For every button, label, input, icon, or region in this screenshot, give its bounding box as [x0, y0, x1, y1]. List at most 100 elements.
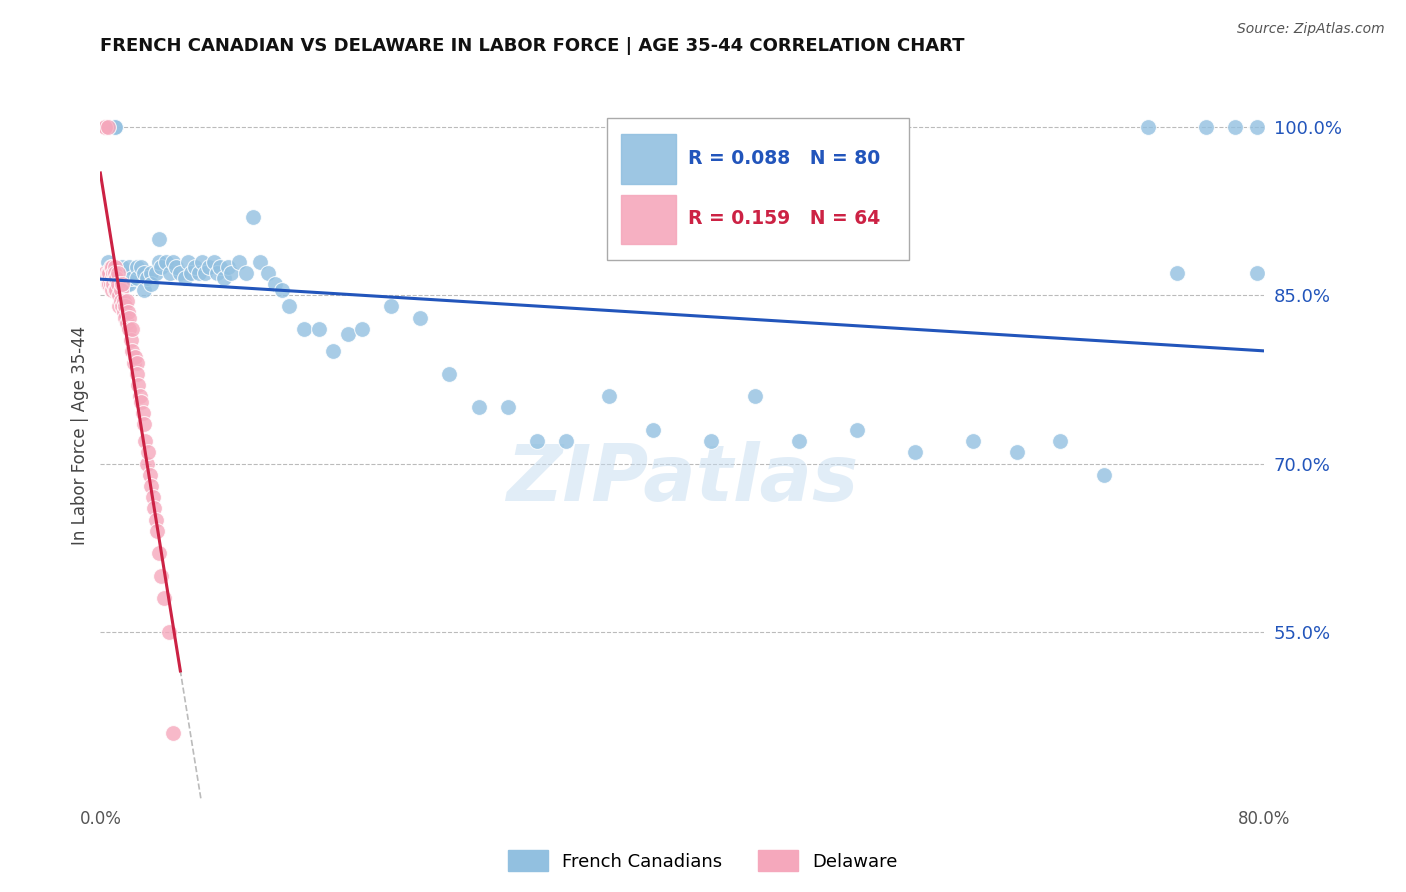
Point: [93, 120, 115, 134]
Point: [526, 434, 548, 448]
Point: [105, 271, 128, 285]
Point: [101, 283, 124, 297]
Point: [496, 401, 519, 415]
Point: [103, 266, 125, 280]
Point: [125, 355, 148, 369]
Point: [409, 310, 432, 325]
Point: [1246, 120, 1268, 134]
Point: [101, 271, 124, 285]
Point: [98, 277, 121, 291]
Point: [125, 367, 148, 381]
Point: [148, 546, 170, 560]
Point: [145, 513, 167, 527]
Point: [157, 624, 180, 639]
Point: [124, 350, 146, 364]
Point: [114, 310, 136, 325]
Point: [184, 260, 207, 274]
Point: [145, 266, 167, 280]
Point: [125, 260, 148, 274]
Point: [1246, 266, 1268, 280]
Point: [118, 260, 141, 274]
Point: [143, 501, 166, 516]
Point: [100, 260, 122, 274]
Point: [162, 254, 184, 268]
Point: [98, 266, 121, 280]
Point: [141, 277, 163, 291]
Point: [110, 293, 132, 308]
Point: [264, 277, 287, 291]
Point: [118, 277, 141, 291]
Point: [110, 283, 132, 297]
Point: [191, 254, 214, 268]
Point: [104, 120, 127, 134]
Point: [439, 367, 461, 381]
Point: [104, 266, 127, 280]
Point: [148, 232, 170, 246]
Point: [93, 120, 115, 134]
Point: [150, 260, 173, 274]
Point: [104, 283, 127, 297]
Point: [352, 322, 374, 336]
Point: [138, 445, 160, 459]
Point: [278, 300, 301, 314]
Point: [111, 277, 134, 291]
Point: [249, 254, 271, 268]
Point: [1166, 266, 1188, 280]
Point: [134, 434, 156, 448]
Point: [169, 266, 191, 280]
Point: [112, 293, 135, 308]
Point: [118, 322, 141, 336]
Point: [131, 406, 153, 420]
Y-axis label: In Labor Force | Age 35-44: In Labor Force | Age 35-44: [72, 326, 89, 545]
Point: [97, 266, 120, 280]
Point: [380, 300, 402, 314]
Point: [787, 434, 810, 448]
Point: [242, 210, 264, 224]
Point: [141, 266, 163, 280]
Point: [1195, 120, 1218, 134]
Bar: [620, 194, 676, 244]
Point: [336, 327, 359, 342]
FancyBboxPatch shape: [606, 118, 910, 260]
Point: [120, 333, 142, 347]
Legend: French Canadians, Delaware: French Canadians, Delaware: [501, 843, 905, 879]
Point: [598, 389, 620, 403]
Point: [108, 300, 131, 314]
Point: [173, 271, 195, 285]
Point: [105, 283, 128, 297]
Point: [127, 378, 149, 392]
Point: [142, 490, 165, 504]
Point: [97, 120, 120, 134]
Point: [150, 568, 173, 582]
Point: [219, 266, 242, 280]
Point: [845, 423, 868, 437]
Point: [114, 300, 136, 314]
Point: [101, 260, 124, 274]
Point: [256, 266, 278, 280]
Text: FRENCH CANADIAN VS DELAWARE IN LABOR FORCE | AGE 35-44 CORRELATION CHART: FRENCH CANADIAN VS DELAWARE IN LABOR FOR…: [100, 37, 965, 55]
Point: [904, 445, 927, 459]
Point: [208, 260, 231, 274]
Point: [115, 277, 138, 291]
Point: [121, 344, 143, 359]
Point: [100, 277, 122, 291]
Point: [104, 271, 127, 285]
Point: [111, 300, 134, 314]
Point: [1005, 445, 1028, 459]
Point: [180, 266, 202, 280]
Point: [108, 288, 131, 302]
Point: [643, 423, 665, 437]
Point: [1223, 120, 1246, 134]
Point: [112, 305, 135, 319]
Point: [146, 524, 169, 538]
Point: [202, 254, 225, 268]
Point: [141, 479, 163, 493]
Point: [132, 283, 155, 297]
Point: [93, 266, 115, 280]
Point: [129, 260, 152, 274]
Point: [128, 389, 150, 403]
Point: [962, 434, 984, 448]
Point: [1049, 434, 1071, 448]
Point: [153, 591, 176, 606]
Point: [115, 316, 138, 330]
